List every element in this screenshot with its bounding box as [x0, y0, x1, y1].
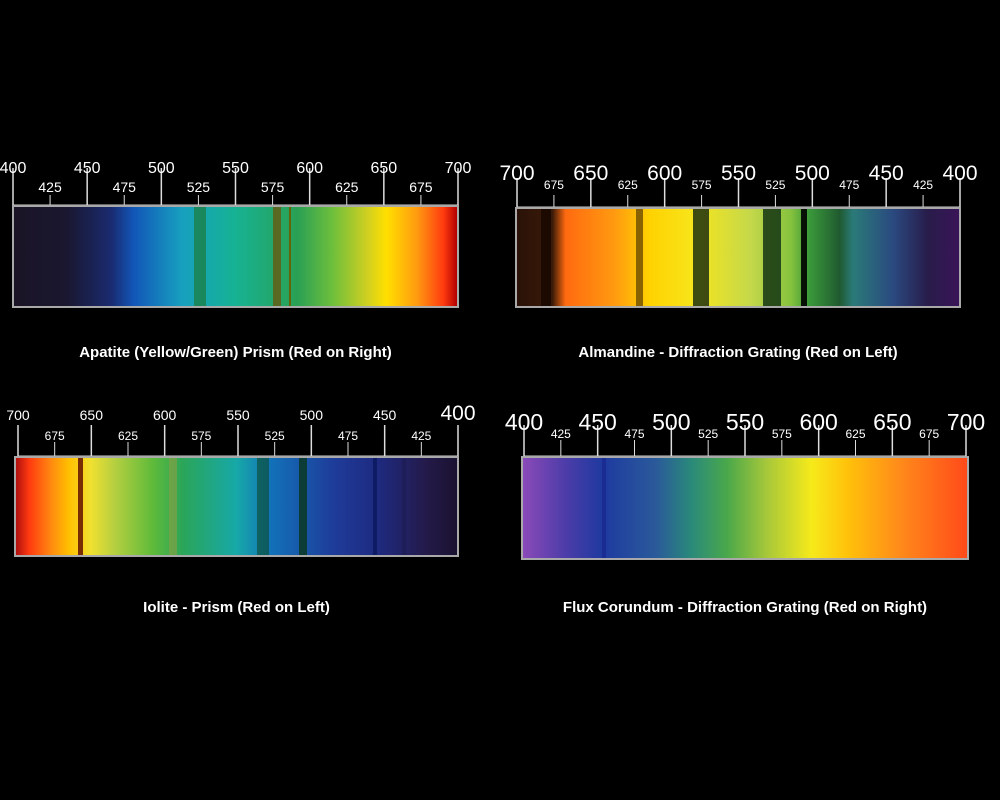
flux-corundum-minor-tick-label: 675 [919, 427, 939, 441]
apatite-major-tick-label: 400 [0, 160, 26, 177]
flux-corundum-spectrum [521, 456, 969, 560]
apatite-minor-tick-label: 675 [409, 179, 433, 195]
iolite-minor-tick-label: 525 [265, 429, 285, 443]
apatite-absorption-line [194, 207, 207, 306]
apatite-caption: Apatite (Yellow/Green) Prism (Red on Rig… [79, 344, 392, 361]
flux-corundum-major-tick-label: 600 [799, 409, 837, 435]
flux-corundum-minor-tick-label: 475 [624, 427, 644, 441]
apatite-absorption-line [272, 207, 281, 306]
iolite-major-tick-label: 600 [153, 407, 177, 423]
flux-corundum-major-tick-label: 400 [505, 409, 543, 435]
flux-corundum-wavelength-scale: 400 450 500 550 600 650 700 425 475 525 575 625 675 [505, 409, 985, 457]
iolite-absorption-line [298, 458, 307, 555]
apatite-major-tick-label: 500 [148, 160, 175, 177]
almandine-major-tick-label: 650 [573, 162, 608, 185]
iolite-minor-tick-label: 625 [118, 429, 138, 443]
almandine-minor-tick-label: 625 [618, 178, 638, 192]
iolite-absorption-line [372, 458, 377, 555]
almandine-absorption-line [762, 209, 781, 306]
apatite-major-tick-label: 550 [222, 160, 249, 177]
apatite-minor-tick-label: 425 [38, 179, 62, 195]
apatite-minor-tick-label: 525 [187, 179, 211, 195]
iolite-caption: Iolite - Prism (Red on Left) [143, 599, 330, 616]
flux-corundum-major-tick-label: 550 [726, 409, 764, 435]
flux-corundum-minor-tick-label: 625 [845, 427, 865, 441]
flux-corundum-major-tick-label: 450 [578, 409, 616, 435]
almandine-major-tick-label: 500 [795, 162, 830, 185]
apatite-absorption-line [289, 207, 292, 306]
flux-corundum-minor-tick-label: 575 [772, 427, 792, 441]
flux-corundum-major-tick-label: 700 [947, 409, 985, 435]
iolite-absorption-line [78, 458, 84, 555]
apatite-major-tick-label: 700 [445, 160, 472, 177]
almandine-major-tick-label: 550 [721, 162, 756, 185]
almandine-spectrum [515, 207, 961, 308]
flux-corundum-minor-tick-label: 525 [698, 427, 718, 441]
almandine-major-tick-label: 600 [647, 162, 682, 185]
iolite-absorption-line [169, 458, 178, 555]
almandine-major-tick-label: 450 [869, 162, 904, 185]
apatite-minor-tick-label: 625 [335, 179, 359, 195]
iolite-major-tick-label: 450 [373, 407, 397, 423]
apatite-spectrum [12, 205, 459, 308]
iolite-minor-tick-label: 425 [411, 429, 431, 443]
almandine-absorption-line [801, 209, 808, 306]
almandine-major-tick-label: 700 [499, 162, 534, 185]
almandine-absorption-line [693, 209, 710, 306]
flux-corundum-major-tick-label: 650 [873, 409, 911, 435]
almandine-caption: Almandine - Diffraction Grating (Red on … [578, 344, 898, 361]
apatite-major-tick-label: 450 [74, 160, 101, 177]
almandine-absorption-line [541, 209, 552, 306]
iolite-wavelength-scale: 700 650 600 550 500 450 400 675 625 575 525 475 425 [6, 402, 476, 457]
almandine-major-tick-label: 400 [942, 162, 977, 185]
apatite-minor-tick-label: 475 [113, 179, 137, 195]
iolite-major-tick-label: 500 [300, 407, 324, 423]
almandine-minor-tick-label: 575 [692, 178, 712, 192]
iolite-major-tick-label: 550 [226, 407, 250, 423]
flux-corundum-minor-tick-label: 425 [551, 427, 571, 441]
flux-corundum-caption: Flux Corundum - Diffraction Grating (Red… [562, 599, 928, 616]
apatite-major-tick-label: 600 [296, 160, 323, 177]
almandine-absorption-line [635, 209, 643, 306]
iolite-absorption-line [256, 458, 269, 555]
almandine-minor-tick-label: 475 [839, 178, 859, 192]
iolite-minor-tick-label: 575 [191, 429, 211, 443]
iolite-minor-tick-label: 475 [338, 429, 358, 443]
flux-corundum-major-tick-label: 500 [652, 409, 690, 435]
apatite-wavelength-scale: 400 450 500 550 600 650 700 425 475 525 575 625 675 [0, 160, 472, 206]
almandine-minor-tick-label: 525 [765, 178, 785, 192]
iolite-major-tick-label: 700 [6, 407, 30, 423]
flux-corundum-absorption-line [602, 458, 607, 558]
iolite-major-tick-label: 650 [80, 407, 104, 423]
apatite-minor-tick-label: 575 [261, 179, 285, 195]
almandine-minor-tick-label: 425 [913, 178, 933, 192]
iolite-spectrum [14, 456, 459, 557]
apatite-major-tick-label: 650 [370, 160, 397, 177]
iolite-major-tick-label: 400 [440, 402, 475, 425]
iolite-absorption-line [402, 458, 407, 555]
iolite-minor-tick-label: 675 [45, 429, 65, 443]
almandine-minor-tick-label: 675 [544, 178, 564, 192]
